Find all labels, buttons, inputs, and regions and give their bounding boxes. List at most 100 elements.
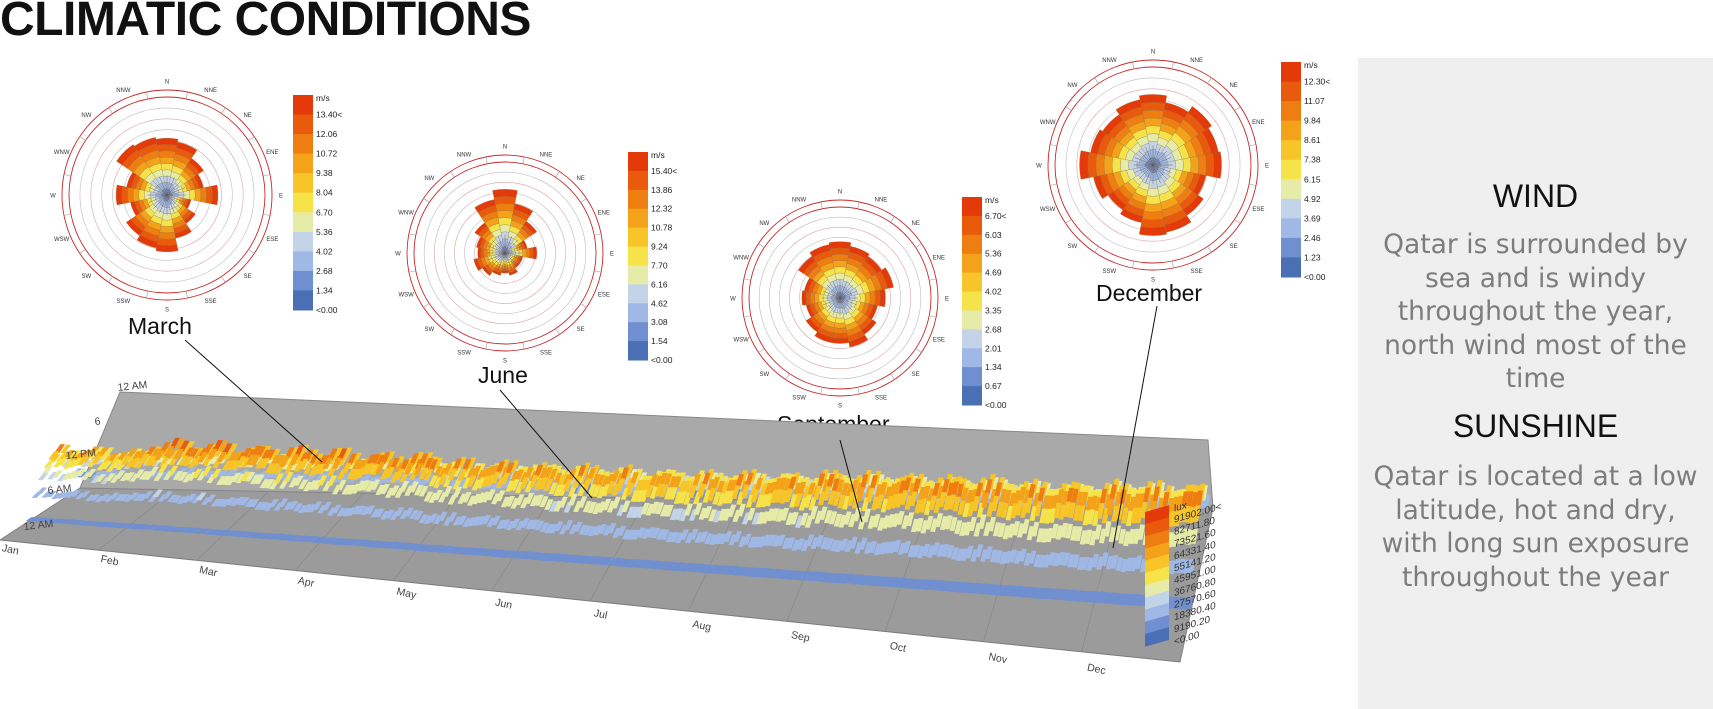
month-caption-december: December bbox=[1096, 280, 1202, 306]
surface-cell bbox=[360, 480, 371, 491]
petal-e bbox=[205, 186, 213, 204]
surface-cell bbox=[769, 489, 779, 503]
surface-cell bbox=[629, 472, 639, 485]
surface-cell bbox=[909, 578, 918, 589]
surface-cell bbox=[805, 534, 815, 547]
petal-e bbox=[864, 291, 871, 305]
surface-cell bbox=[500, 459, 510, 472]
hour-tick-label: 6 bbox=[94, 415, 101, 428]
petal-w bbox=[814, 292, 820, 304]
surface-cell bbox=[264, 479, 275, 489]
rose-tick bbox=[785, 373, 790, 380]
surface-cell bbox=[418, 486, 429, 497]
surface-cell bbox=[447, 512, 458, 522]
surface-cell bbox=[220, 475, 232, 485]
surface-cell bbox=[428, 513, 439, 523]
surface-cell bbox=[727, 504, 737, 517]
legend-tick: <0.00 bbox=[651, 355, 673, 365]
surface-cell bbox=[78, 520, 90, 526]
direction-label: S bbox=[165, 308, 169, 314]
ring bbox=[413, 161, 597, 345]
month-caption-june: June bbox=[478, 362, 528, 388]
spoke bbox=[1138, 164, 1154, 180]
surface-cell bbox=[1041, 528, 1049, 543]
surface-cell bbox=[573, 521, 583, 532]
surface-cell bbox=[674, 508, 684, 520]
surface-cell bbox=[299, 444, 310, 456]
surface-cell bbox=[91, 454, 103, 464]
wind-heading: WIND bbox=[1492, 178, 1579, 214]
surface-cell bbox=[346, 484, 357, 495]
petal-n bbox=[496, 210, 514, 219]
surface-cell bbox=[370, 508, 381, 518]
legend-swatch bbox=[293, 231, 313, 252]
surface-cell bbox=[1063, 501, 1071, 518]
rose-tick bbox=[450, 171, 455, 178]
surface-cell bbox=[152, 489, 164, 498]
legend-tick: 2.68 bbox=[316, 266, 333, 276]
petal-nnw bbox=[809, 244, 831, 258]
surface-cell bbox=[90, 475, 102, 484]
surface-cell bbox=[476, 516, 487, 526]
surface-cell bbox=[874, 484, 883, 499]
surface-cell bbox=[76, 468, 87, 477]
surface-cell bbox=[954, 520, 963, 535]
legend-tick: 10.78 bbox=[651, 223, 673, 233]
surface-cell bbox=[230, 472, 241, 483]
legend-tick: 12.30< bbox=[1304, 77, 1330, 87]
surface-cell bbox=[625, 482, 635, 496]
direction-label: WSW bbox=[54, 237, 70, 243]
surface-cell bbox=[862, 508, 871, 523]
surface-cell bbox=[1058, 504, 1067, 520]
surface-cell bbox=[423, 491, 434, 502]
surface-cell bbox=[1108, 592, 1116, 604]
petal-s bbox=[832, 327, 848, 334]
legend-tick: 2.46 bbox=[1304, 233, 1321, 243]
surface-cell bbox=[530, 519, 540, 530]
surface-cell bbox=[567, 485, 578, 497]
surface-cell bbox=[1054, 588, 1063, 600]
surface-cell bbox=[1075, 491, 1084, 508]
legend-tick: <0.00 bbox=[985, 400, 1007, 410]
rose-tick bbox=[146, 291, 149, 299]
petal-w bbox=[477, 247, 482, 259]
surface-cell bbox=[234, 530, 245, 537]
surface-cell bbox=[1065, 523, 1073, 539]
surface-cell bbox=[777, 569, 787, 579]
surface-cell bbox=[227, 443, 238, 454]
petal-e bbox=[529, 247, 534, 259]
surface-cell bbox=[438, 545, 448, 553]
surface-cell bbox=[84, 494, 96, 502]
surface-cell bbox=[720, 482, 730, 495]
rose-tick bbox=[929, 315, 937, 318]
petal-w bbox=[121, 186, 129, 204]
spoke bbox=[1152, 164, 1161, 184]
surface-cell bbox=[782, 569, 792, 580]
surface-cell bbox=[656, 560, 666, 570]
grid-ring bbox=[768, 226, 912, 370]
surface-cell bbox=[878, 542, 887, 555]
direction-label: SSE bbox=[1191, 269, 1203, 275]
direction-label: NNE bbox=[1190, 58, 1203, 64]
rose-tick bbox=[785, 216, 790, 223]
rose-tick bbox=[1234, 219, 1241, 224]
legend-swatch bbox=[1281, 140, 1301, 161]
legend-swatch bbox=[1145, 505, 1169, 525]
direction-label: SSW bbox=[457, 350, 471, 356]
surface-cell bbox=[63, 450, 75, 459]
surface-cell bbox=[83, 520, 95, 526]
surface-cell bbox=[438, 473, 448, 485]
direction-label: NNE bbox=[875, 198, 888, 204]
surface-cell bbox=[1082, 510, 1091, 526]
surface-cell bbox=[248, 532, 260, 539]
surface-cell bbox=[978, 514, 987, 529]
rose-tick bbox=[820, 387, 823, 395]
petal-s bbox=[1146, 187, 1160, 197]
surface-cell bbox=[605, 473, 615, 487]
rose-tick bbox=[857, 387, 860, 395]
spoke bbox=[839, 281, 848, 299]
wind-rose-june: N NNE NE ENE E ESE SE SSE S SSW SW WSW W WNW NW NNW m/s 1… bbox=[395, 145, 677, 389]
spoke bbox=[839, 297, 848, 315]
rose-tick bbox=[1234, 106, 1241, 111]
spoke bbox=[826, 297, 841, 312]
